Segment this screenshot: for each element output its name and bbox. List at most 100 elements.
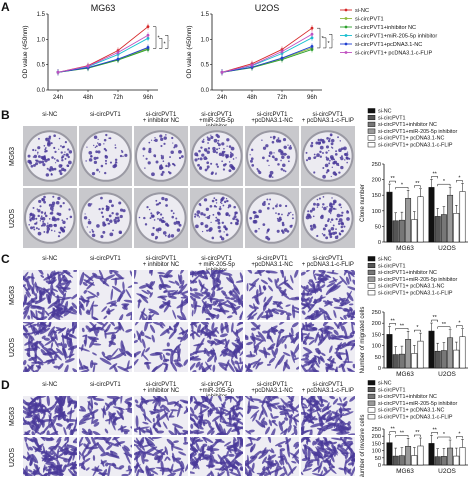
colony-dot bbox=[212, 149, 216, 154]
cell-mark bbox=[175, 457, 182, 461]
colony-dot bbox=[107, 137, 110, 140]
y-tick-label: 250 bbox=[372, 310, 381, 316]
cell-mark bbox=[226, 467, 230, 476]
y-tick-label: 150 bbox=[372, 441, 381, 447]
cell-mark bbox=[248, 437, 254, 445]
colony-dot bbox=[88, 231, 91, 233]
colony-dot bbox=[53, 146, 56, 149]
colony-dot bbox=[84, 213, 86, 215]
cell-mark bbox=[62, 279, 72, 283]
colony-dot bbox=[118, 231, 122, 235]
colony-dot bbox=[111, 229, 114, 232]
cell-mark bbox=[91, 352, 97, 356]
colony-dot bbox=[29, 216, 31, 218]
colony-dot bbox=[233, 215, 237, 219]
cell-mark bbox=[144, 335, 152, 340]
cell-mark bbox=[301, 330, 304, 341]
colony-dot bbox=[305, 159, 309, 162]
colony-dot bbox=[343, 225, 346, 228]
cell-mark bbox=[313, 355, 324, 360]
cell-mark bbox=[315, 349, 322, 354]
colony-dot bbox=[60, 145, 62, 147]
legend-marker bbox=[344, 51, 348, 54]
cell-mark bbox=[23, 471, 27, 476]
colony-dot bbox=[42, 220, 45, 223]
colony-dot bbox=[225, 228, 228, 231]
colony-dot bbox=[220, 197, 224, 201]
cell-mark bbox=[203, 322, 209, 325]
colony-dot bbox=[138, 216, 141, 219]
cell-mark bbox=[320, 403, 325, 408]
colony-dot bbox=[330, 138, 335, 143]
colony-dot bbox=[90, 229, 93, 231]
cell-mark bbox=[212, 300, 216, 306]
colony-dot bbox=[339, 233, 342, 236]
cell-mark bbox=[150, 411, 155, 415]
cell-mark bbox=[289, 332, 296, 344]
legend-label: si-circPVT1+ pcDNA3.1-c-FLIP bbox=[378, 143, 453, 149]
cell-mark bbox=[301, 471, 304, 476]
cell-mark bbox=[223, 441, 232, 447]
cell-mark bbox=[152, 417, 155, 423]
cell-mark bbox=[126, 401, 132, 408]
cell-mark bbox=[263, 420, 268, 426]
cell-mark bbox=[333, 306, 343, 310]
cell-mark bbox=[304, 445, 308, 459]
cell-mark bbox=[148, 314, 153, 320]
cell-mark bbox=[205, 419, 211, 425]
colony-dot bbox=[215, 163, 218, 166]
image-content bbox=[189, 322, 244, 372]
colony-dot bbox=[305, 151, 308, 154]
colony-dot bbox=[121, 155, 124, 158]
cell-mark bbox=[151, 366, 158, 372]
cell-mark bbox=[92, 363, 95, 372]
cell-mark bbox=[350, 459, 355, 462]
colony-dot bbox=[42, 163, 46, 167]
colony-dot bbox=[114, 146, 117, 149]
cell-mark bbox=[88, 327, 93, 331]
colony-dot bbox=[225, 156, 228, 159]
cell-mark bbox=[163, 421, 168, 430]
colony-dot bbox=[38, 137, 40, 140]
cell-mark bbox=[125, 289, 131, 299]
cell-mark bbox=[162, 404, 171, 413]
cell-mark bbox=[34, 352, 38, 364]
cell-mark bbox=[50, 342, 54, 349]
colony-dot bbox=[218, 152, 222, 157]
legend-swatch bbox=[367, 108, 376, 114]
cell-mark bbox=[309, 408, 313, 420]
colony-dot bbox=[32, 213, 34, 215]
cell-mark bbox=[219, 413, 227, 425]
colony-dot bbox=[344, 159, 346, 161]
colony-dot bbox=[42, 222, 46, 227]
colony-dot bbox=[282, 223, 285, 227]
cell-mark bbox=[335, 347, 340, 350]
colony-dot bbox=[201, 230, 204, 233]
image-row-label: MG63 bbox=[9, 406, 16, 426]
cell-mark bbox=[256, 437, 262, 441]
cell-mark bbox=[224, 322, 229, 334]
cell-mark bbox=[280, 412, 290, 416]
cell-mark bbox=[301, 364, 310, 372]
cell-mark bbox=[60, 396, 66, 408]
cell-mark bbox=[72, 368, 77, 372]
colony-dot bbox=[322, 196, 325, 198]
colony-dot bbox=[234, 213, 236, 216]
cell-mark bbox=[199, 445, 203, 453]
colony-dot bbox=[332, 202, 335, 206]
cell-mark bbox=[49, 271, 54, 276]
colony-dot bbox=[112, 218, 117, 223]
cell-mark bbox=[239, 363, 244, 372]
legend-label: si-NC bbox=[355, 8, 369, 14]
colony-dot bbox=[220, 237, 225, 241]
significance-label: ** bbox=[432, 171, 437, 177]
cell-mark bbox=[253, 340, 264, 349]
x-category-label: MG63 bbox=[396, 371, 414, 378]
image-content bbox=[301, 270, 355, 320]
cell-mark bbox=[189, 416, 193, 421]
cell-mark bbox=[312, 473, 325, 476]
cell-mark bbox=[341, 438, 350, 449]
cell-mark bbox=[263, 471, 268, 474]
colony-dot bbox=[319, 150, 322, 154]
colony-dot bbox=[83, 216, 87, 220]
